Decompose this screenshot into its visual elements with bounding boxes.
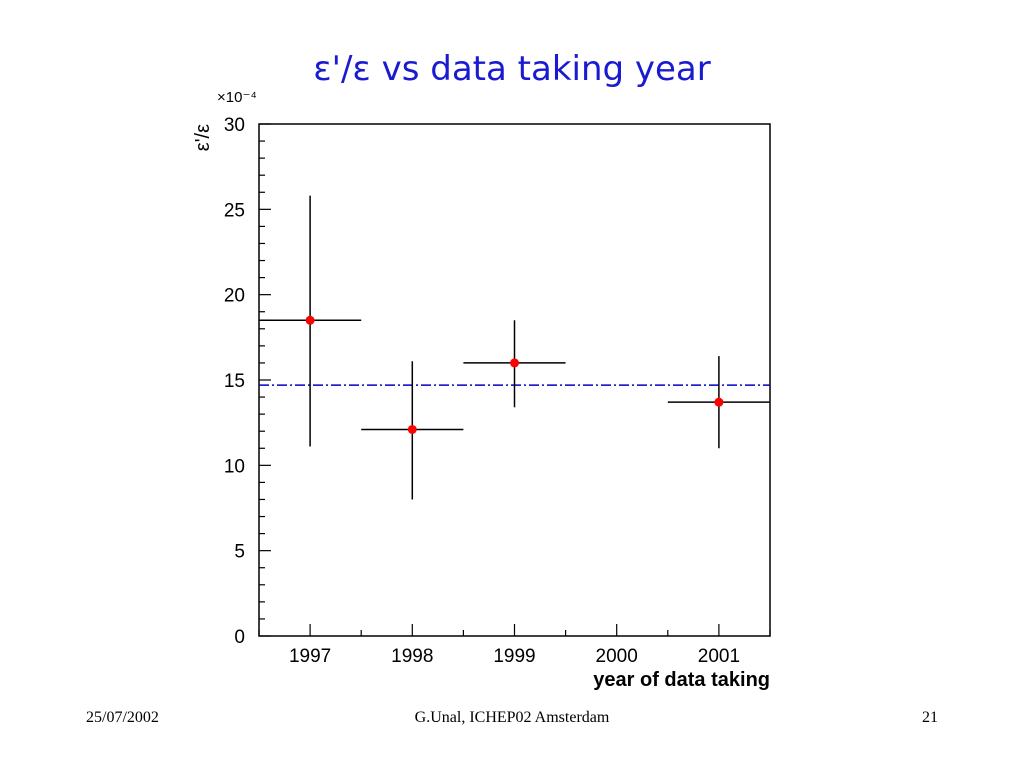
x-axis-title: year of data taking [593, 669, 770, 691]
footer-presenter: G.Unal, ICHEP02 Amsterdam [414, 709, 610, 726]
data-point [305, 315, 315, 325]
y-axis-title: ε'/ε [192, 124, 214, 151]
data-point [714, 397, 724, 407]
y-tick-label: 30 [224, 115, 245, 136]
data-point [510, 358, 519, 368]
y-tick-label: 15 [224, 371, 245, 392]
y-axis-multiplier: ×10⁻⁴ [217, 89, 257, 106]
x-tick-label: 1999 [493, 646, 535, 667]
y-tick-label: 10 [224, 456, 245, 477]
x-tick-label: 2001 [698, 646, 740, 667]
y-tick-label: 20 [224, 286, 245, 307]
page-number: 21 [922, 709, 938, 726]
y-tick-label: 25 [224, 200, 245, 221]
slide-title: ε'/ε vs data taking year [313, 49, 711, 89]
data-point [407, 424, 417, 434]
y-tick-label: 0 [234, 627, 245, 648]
x-tick-label: 1997 [289, 646, 331, 667]
y-tick-label: 5 [234, 542, 245, 563]
x-tick-label: 2000 [596, 646, 638, 667]
x-tick-label: 1998 [391, 646, 433, 667]
footer-date: 25/07/2002 [86, 709, 159, 726]
